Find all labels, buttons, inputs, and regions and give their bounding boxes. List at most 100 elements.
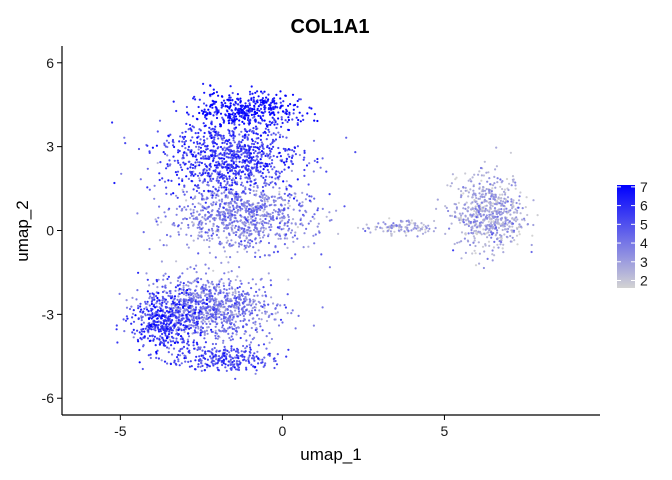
scatter-point bbox=[161, 336, 164, 339]
scatter-point bbox=[212, 114, 215, 117]
scatter-point bbox=[166, 277, 169, 281]
scatter-point bbox=[182, 286, 185, 289]
scatter-point bbox=[209, 322, 212, 326]
scatter-point bbox=[511, 222, 515, 225]
scatter-point bbox=[236, 143, 239, 146]
scatter-point bbox=[255, 210, 258, 214]
scatter-point bbox=[268, 120, 271, 123]
scatter-point bbox=[511, 236, 514, 239]
scatter-point bbox=[492, 202, 495, 205]
scatter-point bbox=[488, 244, 491, 247]
scatter-point bbox=[204, 213, 207, 216]
scatter-point bbox=[191, 214, 194, 218]
scatter-point bbox=[246, 181, 249, 184]
scatter-point bbox=[164, 145, 167, 148]
scatter-point bbox=[258, 151, 261, 154]
scatter-point bbox=[274, 233, 277, 236]
scatter-point bbox=[153, 320, 156, 323]
scatter-point bbox=[170, 193, 173, 196]
scatter-point bbox=[189, 360, 192, 363]
scatter-point bbox=[167, 333, 171, 336]
scatter-point bbox=[187, 113, 190, 116]
scatter-point bbox=[234, 377, 237, 380]
scatter-point bbox=[178, 149, 181, 153]
scatter-point bbox=[181, 140, 184, 143]
scatter-point bbox=[197, 131, 200, 135]
scatter-point bbox=[190, 300, 193, 303]
scatter-point bbox=[192, 223, 195, 226]
scatter-point bbox=[290, 222, 293, 225]
scatter-point bbox=[513, 239, 516, 242]
scatter-point bbox=[236, 250, 239, 254]
scatter-point bbox=[151, 313, 154, 316]
scatter-point bbox=[365, 223, 368, 226]
scatter-point bbox=[202, 298, 205, 301]
scatter-point bbox=[490, 236, 493, 239]
scatter-point bbox=[482, 266, 485, 270]
scatter-point bbox=[268, 226, 271, 229]
scatter-point bbox=[272, 199, 275, 202]
scatter-point bbox=[216, 366, 219, 369]
scatter-point bbox=[187, 293, 190, 296]
scatter-point bbox=[226, 140, 229, 143]
scatter-point bbox=[222, 339, 225, 342]
scatter-point bbox=[157, 216, 160, 219]
scatter-point bbox=[148, 297, 151, 300]
scatter-point bbox=[227, 148, 230, 151]
scatter-point bbox=[254, 309, 257, 312]
scatter-point bbox=[174, 286, 177, 289]
scatter-point bbox=[240, 115, 243, 118]
scatter-point bbox=[125, 299, 128, 302]
scatter-point bbox=[258, 109, 261, 112]
scatter-point bbox=[232, 137, 235, 140]
scatter-point bbox=[200, 312, 203, 316]
scatter-point bbox=[260, 118, 264, 121]
scatter-point bbox=[245, 250, 249, 253]
scatter-point bbox=[237, 172, 240, 175]
scatter-point bbox=[388, 217, 391, 220]
scatter-point bbox=[162, 339, 165, 342]
scatter-point bbox=[386, 226, 389, 229]
scatter-point bbox=[515, 234, 519, 237]
scatter-point bbox=[182, 328, 186, 331]
scatter-point bbox=[161, 314, 164, 318]
scatter-point bbox=[164, 311, 167, 314]
scatter-point bbox=[191, 197, 195, 201]
scatter-point bbox=[237, 109, 240, 112]
scatter-point bbox=[165, 244, 168, 247]
scatter-point bbox=[250, 138, 254, 141]
scatter-point bbox=[302, 118, 305, 121]
scatter-point bbox=[221, 147, 224, 150]
scatter-point bbox=[260, 153, 263, 156]
scatter-point bbox=[245, 368, 248, 371]
scatter-point bbox=[239, 214, 242, 217]
scatter-point bbox=[292, 208, 295, 211]
scatter-point bbox=[139, 310, 142, 313]
scatter-point bbox=[482, 228, 485, 231]
scatter-point bbox=[200, 362, 203, 365]
scatter-point bbox=[147, 354, 150, 357]
scatter-point bbox=[306, 112, 309, 115]
scatter-point bbox=[532, 199, 535, 202]
scatter-point bbox=[205, 314, 208, 317]
scatter-point bbox=[288, 227, 291, 230]
scatter-point bbox=[244, 104, 247, 107]
scatter-point bbox=[261, 220, 264, 223]
scatter-point bbox=[216, 175, 219, 178]
scatter-point bbox=[148, 247, 151, 251]
scatter-point bbox=[209, 93, 212, 96]
scatter-point bbox=[405, 234, 408, 237]
scatter-point bbox=[207, 234, 210, 237]
scatter-point bbox=[228, 242, 231, 246]
scatter-point bbox=[184, 360, 187, 363]
scatter-point bbox=[222, 291, 225, 294]
scatter-point bbox=[198, 220, 201, 224]
scatter-point bbox=[240, 171, 243, 174]
scatter-point bbox=[257, 357, 260, 360]
scatter-point bbox=[461, 212, 464, 215]
scatter-point bbox=[150, 309, 153, 312]
scatter-point bbox=[504, 193, 507, 196]
scatter-point bbox=[252, 298, 255, 301]
scatter-point bbox=[148, 151, 151, 154]
scatter-point bbox=[425, 226, 428, 230]
